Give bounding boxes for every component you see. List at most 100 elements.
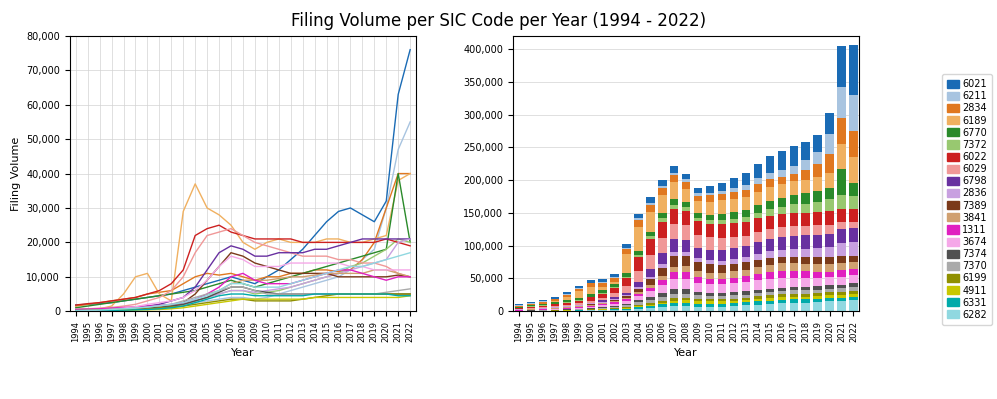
Bar: [742, 217, 750, 222]
Bar: [706, 195, 714, 202]
Bar: [754, 301, 762, 305]
Bar: [754, 274, 762, 280]
Bar: [646, 255, 655, 269]
Bar: [658, 293, 667, 297]
Bar: [610, 282, 619, 284]
Bar: [754, 280, 762, 290]
Bar: [778, 214, 786, 227]
Bar: [586, 283, 595, 284]
Bar: [766, 258, 774, 265]
Bar: [574, 305, 583, 306]
Bar: [586, 309, 595, 310]
Bar: [598, 294, 607, 298]
Bar: [670, 289, 679, 294]
Bar: [766, 295, 774, 298]
Bar: [598, 302, 607, 303]
Bar: [706, 250, 714, 261]
Bar: [526, 302, 535, 304]
Bar: [790, 303, 798, 311]
Bar: [622, 244, 631, 248]
Bar: [514, 304, 523, 306]
Bar: [754, 184, 762, 192]
Bar: [670, 166, 679, 173]
Bar: [694, 271, 702, 277]
Bar: [790, 290, 798, 294]
Bar: [730, 188, 738, 192]
Bar: [826, 211, 833, 225]
Bar: [634, 282, 643, 287]
Bar: [610, 274, 619, 277]
Bar: [837, 229, 845, 243]
Bar: [790, 204, 798, 213]
Bar: [754, 178, 762, 184]
Bar: [598, 282, 607, 283]
Bar: [574, 309, 583, 310]
Bar: [718, 224, 726, 238]
Bar: [694, 193, 702, 196]
Bar: [514, 306, 523, 307]
Bar: [730, 192, 738, 199]
Bar: [826, 298, 833, 301]
Bar: [538, 306, 547, 307]
Bar: [682, 272, 691, 279]
Bar: [634, 306, 643, 307]
Bar: [730, 271, 738, 278]
Bar: [526, 304, 535, 305]
Bar: [778, 298, 786, 300]
Bar: [778, 303, 786, 311]
Bar: [634, 302, 643, 305]
Bar: [802, 193, 810, 204]
Bar: [718, 304, 726, 307]
Bar: [670, 298, 679, 301]
Bar: [802, 303, 810, 311]
Bar: [694, 301, 702, 304]
Bar: [790, 236, 798, 249]
Bar: [706, 273, 714, 279]
Bar: [778, 294, 786, 298]
Bar: [754, 213, 762, 219]
Bar: [849, 275, 857, 283]
Bar: [646, 285, 655, 288]
Bar: [694, 296, 702, 299]
Bar: [658, 195, 667, 213]
Bar: [658, 238, 667, 253]
Bar: [778, 291, 786, 294]
Bar: [670, 279, 679, 289]
Bar: [754, 242, 762, 254]
Bar: [826, 247, 833, 257]
Bar: [538, 304, 547, 305]
Bar: [682, 202, 691, 207]
Bar: [634, 309, 643, 311]
Bar: [730, 237, 738, 248]
Bar: [586, 280, 595, 283]
Bar: [694, 304, 702, 307]
Bar: [826, 288, 833, 292]
Bar: [658, 307, 667, 311]
Bar: [814, 135, 822, 152]
Bar: [718, 250, 726, 261]
Bar: [538, 302, 547, 304]
Bar: [694, 213, 702, 218]
Bar: [586, 294, 595, 296]
Bar: [634, 214, 643, 219]
Bar: [730, 248, 738, 259]
Bar: [730, 278, 738, 283]
Bar: [706, 261, 714, 265]
Bar: [802, 180, 810, 193]
Bar: [574, 306, 583, 307]
Bar: [574, 298, 583, 300]
Bar: [574, 303, 583, 304]
Bar: [682, 211, 691, 225]
Bar: [837, 195, 845, 209]
Bar: [622, 273, 631, 277]
Bar: [694, 188, 702, 193]
Bar: [586, 297, 595, 300]
Bar: [849, 222, 857, 228]
Bar: [646, 305, 655, 306]
Bar: [646, 203, 655, 205]
Bar: [778, 288, 786, 291]
Bar: [634, 251, 643, 255]
Bar: [658, 265, 667, 268]
Bar: [826, 134, 833, 154]
Bar: [826, 264, 833, 272]
